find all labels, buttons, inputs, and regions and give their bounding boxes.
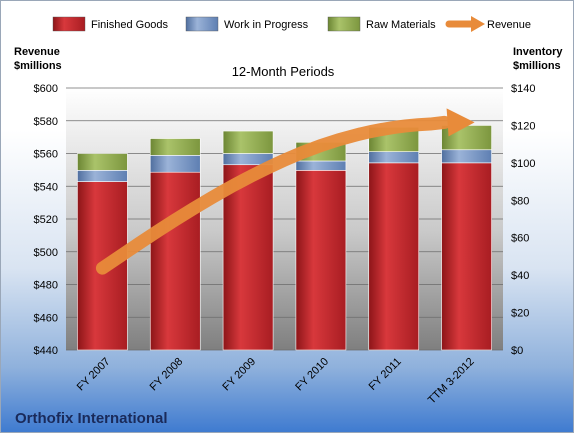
left-tick-label: $480 — [34, 280, 58, 292]
legend-label: Raw Materials — [366, 19, 436, 31]
bar-raw-materials — [149, 138, 201, 156]
company-name: Orthofix International — [15, 410, 168, 427]
x-tick-label: FY 2009 — [220, 356, 258, 394]
right-tick-label: $100 — [511, 158, 535, 170]
right-axis-title-line2: $millions — [513, 60, 561, 72]
legend-swatch — [327, 16, 361, 32]
legend-label: Finished Goods — [91, 19, 169, 31]
bar-raw-materials — [222, 130, 274, 154]
x-tick-label: FY 2008 — [148, 356, 186, 394]
legend-swatch — [52, 16, 86, 32]
bar-finished-goods — [368, 162, 420, 351]
legend-swatch — [185, 16, 219, 32]
revenue-line — [95, 115, 452, 275]
bar-work-in-progress — [368, 151, 420, 164]
x-ticks: FY 2007 FY 2008 FY 2009 FY 2010 FY 2011 TTM 3… — [75, 356, 477, 407]
legend-swatch-arrow — [471, 16, 485, 32]
x-tick-label: FY 2010 — [293, 356, 331, 394]
right-tick-label: $140 — [511, 83, 535, 95]
left-tick-label: $540 — [34, 181, 58, 193]
left-ticks: $440 $460 $480 $500 $520 $540 $560 $580 $600 — [34, 83, 58, 357]
grid-layer — [66, 87, 503, 351]
right-tick-label: $40 — [511, 270, 529, 282]
x-tick-label: FY 2011 — [367, 356, 404, 393]
x-tick-label: TTM 3-2012 — [426, 356, 477, 407]
bar-work-in-progress — [149, 155, 201, 173]
legend-label: Work in Progress — [224, 19, 309, 31]
left-axis-title-line2: $millions — [14, 60, 62, 72]
revenue-arrowhead — [446, 108, 475, 137]
bar-work-in-progress — [295, 160, 347, 171]
right-tick-label: $80 — [511, 195, 529, 207]
right-tick-label: $120 — [511, 120, 535, 132]
line-layer — [95, 108, 475, 275]
legend: Finished Goods Work in Progress Raw Materi… — [52, 16, 531, 32]
x-tick-label: FY 2007 — [75, 356, 113, 394]
left-tick-label: $600 — [34, 83, 58, 95]
bar-finished-goods — [441, 162, 492, 351]
bar-raw-materials — [77, 153, 128, 171]
left-tick-label: $500 — [34, 247, 58, 259]
right-axis-title-line1: Inventory — [513, 46, 563, 58]
right-ticks: $0 $20 $40 $60 $80 $100 $120 $140 — [511, 83, 535, 357]
right-tick-label: $0 — [511, 345, 523, 357]
left-tick-label: $440 — [34, 345, 58, 357]
right-tick-label: $20 — [511, 308, 529, 320]
left-tick-label: $580 — [34, 116, 58, 128]
bar-finished-goods — [295, 170, 347, 351]
bar-work-in-progress — [441, 149, 492, 164]
left-tick-label: $560 — [34, 149, 58, 161]
bar-finished-goods — [222, 164, 274, 351]
bar-work-in-progress — [77, 170, 128, 182]
left-tick-label: $460 — [34, 312, 58, 324]
chart-subtitle: 12-Month Periods — [232, 64, 335, 79]
legend-label: Revenue — [487, 19, 531, 31]
left-axis-title-line1: Revenue — [14, 46, 60, 58]
bar-finished-goods — [149, 171, 201, 351]
left-tick-label: $520 — [34, 214, 58, 226]
right-tick-label: $60 — [511, 233, 529, 245]
